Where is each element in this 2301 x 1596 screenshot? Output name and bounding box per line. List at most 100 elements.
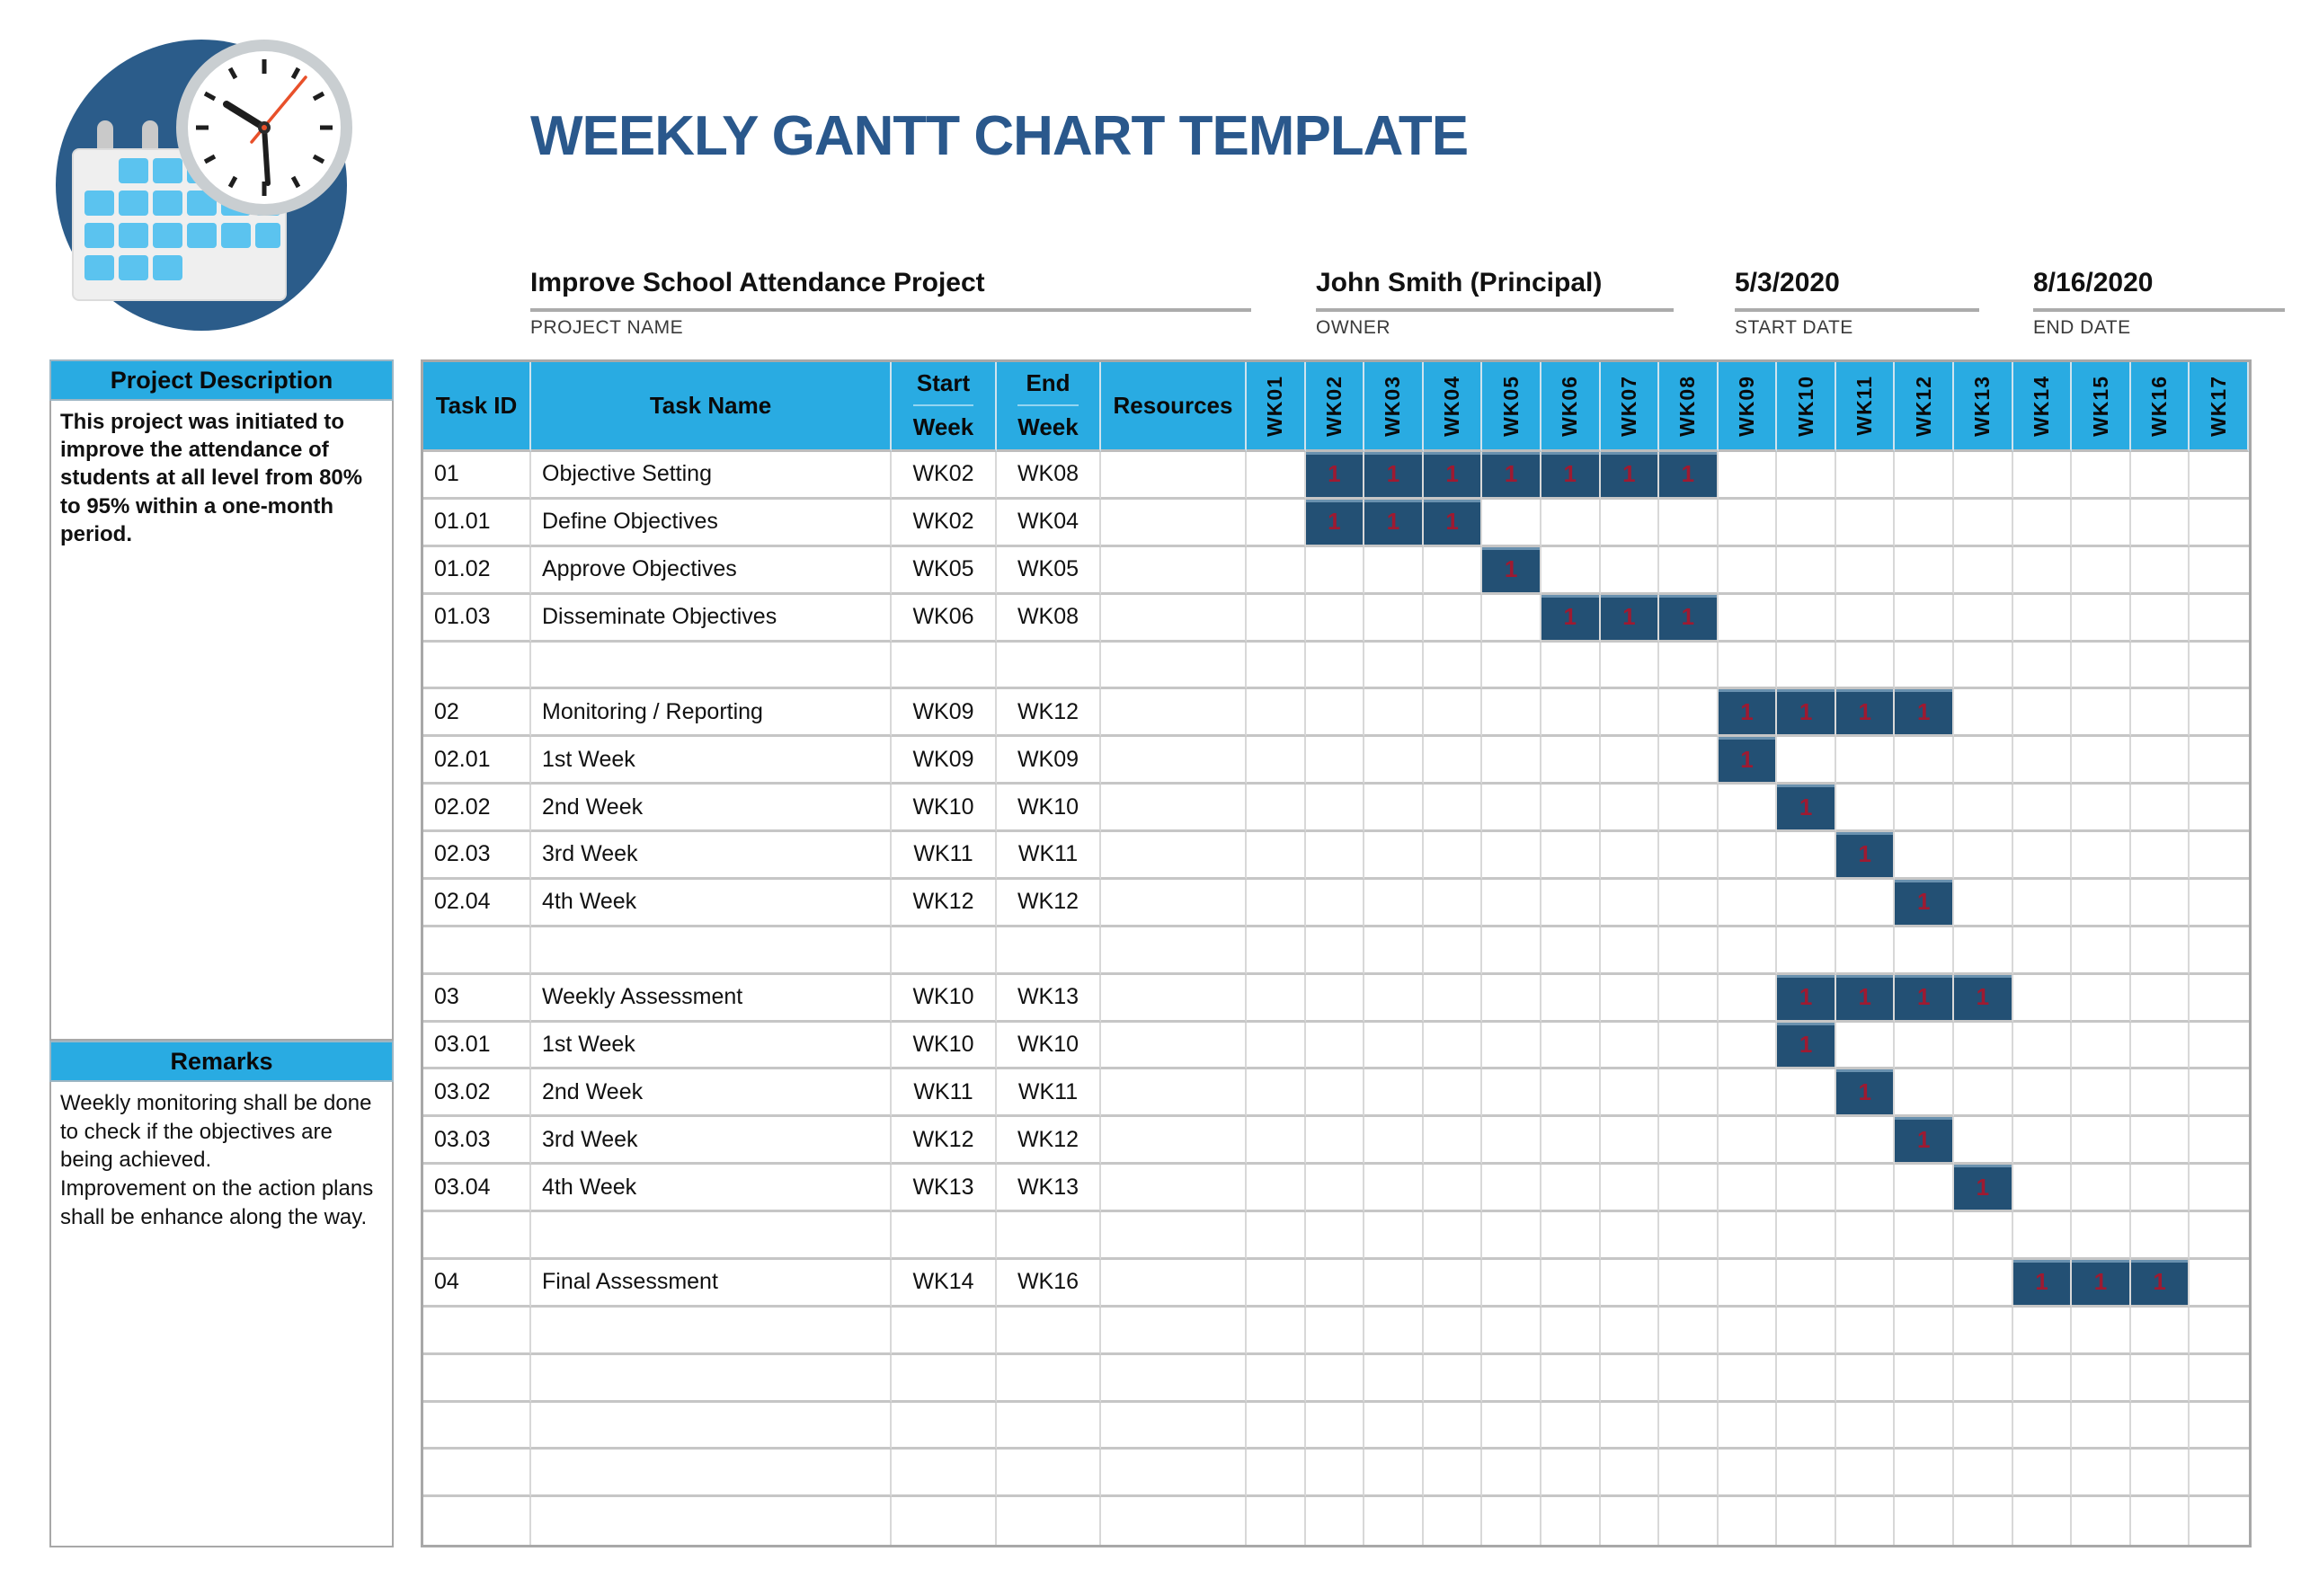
task-id-cell[interactable]: [423, 1307, 531, 1355]
gantt-cell-wk13[interactable]: [1954, 546, 2013, 595]
start-week-cell[interactable]: WK14: [892, 1259, 997, 1308]
task-name-cell[interactable]: Disseminate Objectives: [531, 594, 892, 643]
gantt-cell-wk17[interactable]: [2190, 1023, 2249, 1070]
gantt-cell-wk16[interactable]: [2130, 1212, 2190, 1260]
gantt-cell-wk01[interactable]: [1247, 832, 1306, 880]
gantt-cell-wk01[interactable]: [1247, 785, 1306, 832]
resources-cell[interactable]: [1101, 594, 1247, 643]
gantt-bar-cell-wk08[interactable]: 1: [1659, 452, 1719, 500]
start-week-cell[interactable]: WK06: [892, 594, 997, 643]
gantt-cell-wk03[interactable]: [1364, 1212, 1424, 1260]
gantt-cell-wk01[interactable]: [1247, 1212, 1306, 1260]
gantt-cell-wk05[interactable]: [1482, 1497, 1541, 1546]
gantt-cell-wk02[interactable]: [1305, 1165, 1365, 1212]
gantt-cell-wk16[interactable]: [2130, 1022, 2190, 1070]
gantt-cell-wk05[interactable]: [1482, 1069, 1541, 1118]
gantt-cell-wk09[interactable]: [1718, 879, 1778, 927]
gantt-cell-wk14[interactable]: [2012, 927, 2073, 975]
start-week-cell[interactable]: WK02: [892, 499, 997, 547]
task-name-cell[interactable]: 2nd Week: [531, 1069, 892, 1118]
task-id-cell[interactable]: 02.04: [423, 879, 531, 927]
week-header-wk10[interactable]: WK10: [1777, 362, 1836, 452]
end-week-cell[interactable]: WK08: [997, 594, 1101, 643]
task-name-cell[interactable]: [531, 1212, 892, 1260]
task-id-cell[interactable]: [423, 1354, 531, 1403]
gantt-cell-wk17[interactable]: [2190, 689, 2249, 738]
gantt-cell-wk08[interactable]: [1659, 1212, 1719, 1260]
gantt-cell-wk05[interactable]: [1482, 832, 1541, 880]
gantt-cell-wk01[interactable]: [1247, 1354, 1306, 1403]
gantt-cell-wk15[interactable]: [2072, 1165, 2131, 1212]
gantt-cell-wk07[interactable]: [1600, 1307, 1660, 1355]
task-name-cell[interactable]: Monitoring / Reporting: [531, 689, 892, 738]
gantt-cell-wk11[interactable]: [1835, 1259, 1896, 1308]
gantt-cell-wk07[interactable]: [1600, 1117, 1660, 1166]
gantt-cell-wk10[interactable]: [1777, 1069, 1836, 1118]
gantt-cell-wk06[interactable]: [1541, 1354, 1601, 1403]
gantt-cell-wk01[interactable]: [1247, 1165, 1306, 1212]
resources-cell[interactable]: [1101, 1497, 1247, 1546]
gantt-cell-wk12[interactable]: [1895, 594, 1955, 643]
gantt-cell-wk01[interactable]: [1247, 1450, 1306, 1498]
week-header-wk05[interactable]: WK05: [1482, 362, 1541, 452]
gantt-cell-wk01[interactable]: [1247, 1259, 1306, 1308]
gantt-cell-wk15[interactable]: [2072, 594, 2131, 643]
gantt-cell-wk05[interactable]: [1482, 1022, 1541, 1070]
gantt-cell-wk09[interactable]: [1718, 832, 1778, 880]
gantt-cell-wk13[interactable]: [1954, 1354, 2013, 1403]
start-week-cell[interactable]: WK02: [892, 452, 997, 500]
gantt-bar-cell-wk11[interactable]: 1: [1835, 689, 1896, 738]
gantt-cell-wk09[interactable]: [1718, 499, 1778, 547]
resources-cell[interactable]: [1101, 1307, 1247, 1355]
gantt-cell-wk04[interactable]: [1423, 1450, 1483, 1498]
week-header-wk15[interactable]: WK15: [2072, 362, 2131, 452]
gantt-cell-wk15[interactable]: [2072, 974, 2131, 1023]
end-week-cell[interactable]: [997, 642, 1101, 690]
end-week-cell[interactable]: [997, 1497, 1101, 1546]
gantt-cell-wk13[interactable]: [1954, 1022, 2013, 1070]
gantt-cell-wk11[interactable]: [1835, 1165, 1896, 1212]
gantt-cell-wk11[interactable]: [1835, 737, 1896, 785]
gantt-cell-wk13[interactable]: [1954, 1402, 2013, 1450]
gantt-cell-wk12[interactable]: [1895, 1022, 1955, 1070]
gantt-cell-wk16[interactable]: [2130, 1307, 2190, 1355]
gantt-cell-wk14[interactable]: [2012, 1165, 2073, 1212]
gantt-cell-wk02[interactable]: [1305, 1069, 1365, 1118]
gantt-cell-wk12[interactable]: [1895, 499, 1955, 547]
gantt-cell-wk13[interactable]: [1954, 1212, 2013, 1260]
gantt-cell-wk13[interactable]: [1954, 927, 2013, 975]
gantt-cell-wk15[interactable]: [2072, 927, 2131, 975]
week-header-wk13[interactable]: WK13: [1954, 362, 2013, 452]
gantt-cell-wk05[interactable]: [1482, 1450, 1541, 1498]
gantt-cell-wk14[interactable]: [2012, 546, 2073, 595]
task-id-cell[interactable]: [423, 1450, 531, 1498]
gantt-bar-cell-wk12[interactable]: 1: [1895, 879, 1955, 927]
end-week-cell[interactable]: WK04: [997, 499, 1101, 547]
gantt-cell-wk03[interactable]: [1364, 1497, 1424, 1546]
gantt-cell-wk15[interactable]: [2072, 1402, 2131, 1450]
gantt-cell-wk07[interactable]: [1600, 1450, 1660, 1498]
resources-cell[interactable]: [1101, 1069, 1247, 1118]
gantt-cell-wk17[interactable]: [2190, 595, 2249, 643]
gantt-cell-wk10[interactable]: [1777, 927, 1836, 975]
resources-cell[interactable]: [1101, 1354, 1247, 1403]
gantt-cell-wk14[interactable]: [2013, 1497, 2073, 1546]
gantt-cell-wk04[interactable]: [1423, 1165, 1483, 1212]
gantt-cell-wk07[interactable]: [1600, 927, 1660, 975]
gantt-cell-wk04[interactable]: [1423, 546, 1483, 595]
week-header-wk14[interactable]: WK14: [2012, 362, 2073, 452]
week-header-wk12[interactable]: WK12: [1895, 362, 1955, 452]
gantt-cell-wk07[interactable]: [1600, 1022, 1660, 1070]
gantt-bar-cell-wk13[interactable]: 1: [1954, 1165, 2013, 1212]
gantt-cell-wk08[interactable]: [1659, 499, 1719, 547]
gantt-cell-wk06[interactable]: [1541, 1165, 1601, 1212]
week-header-wk11[interactable]: WK11: [1835, 362, 1896, 452]
gantt-cell-wk03[interactable]: [1364, 879, 1424, 927]
resources-cell[interactable]: [1101, 452, 1247, 500]
gantt-cell-wk17[interactable]: [2190, 500, 2249, 547]
gantt-cell-wk02[interactable]: [1305, 927, 1365, 975]
gantt-cell-wk09[interactable]: [1718, 785, 1778, 832]
end-week-cell[interactable]: [997, 1354, 1101, 1403]
task-name-cell[interactable]: Objective Setting: [531, 452, 892, 500]
start-week-cell[interactable]: WK05: [892, 546, 997, 595]
